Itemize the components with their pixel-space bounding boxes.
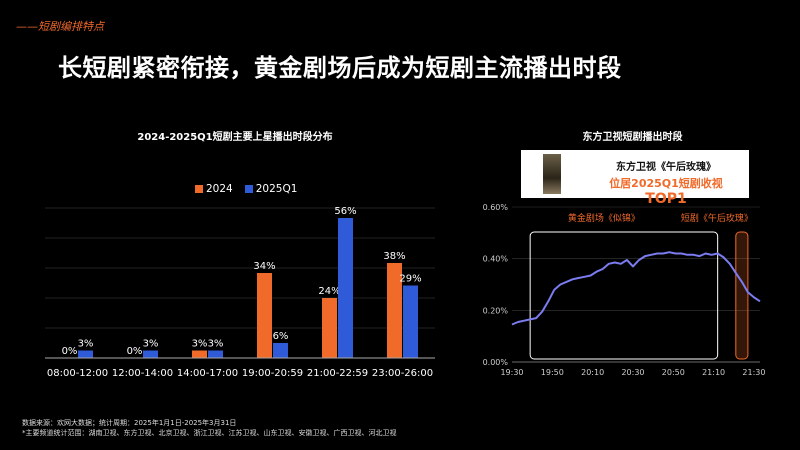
legend-item-2024: 2024	[195, 183, 233, 195]
x-tick-label: 19:50	[541, 368, 564, 377]
legend-swatch-2024	[195, 185, 203, 193]
page-title: 长短剧紧密衔接，黄金剧场后成为短剧主流播出时段	[58, 54, 622, 82]
bar-2024	[192, 350, 207, 358]
source-line-2: *主要频道统计范围：湖南卫视、东方卫视、北京卫视、浙江卫视、江苏卫视、山东卫视、…	[22, 429, 397, 437]
x-tick-label: 20:30	[621, 368, 644, 377]
bar-chart-title: 2024-2025Q1短剧主要上星播出时段分布	[137, 132, 333, 143]
banner-title: 东方卫视《午后玫瑰》	[616, 162, 716, 173]
bar-value-label: 3%	[192, 339, 208, 350]
bar-legend: 2024 2025Q1	[195, 183, 303, 195]
x-tick-label: 20:50	[662, 368, 685, 377]
line-chart-title: 东方卫视短剧播出时段	[582, 132, 683, 143]
annotation-golden-theater: 黄金剧场《似锦》	[568, 212, 640, 224]
bar-2025q1	[273, 343, 288, 358]
x-tick-label: 23:00-26:00	[372, 368, 433, 379]
bar-value-label: 29%	[399, 274, 421, 285]
x-tick-label: 14:00-17:00	[177, 368, 238, 379]
ratings-line	[511, 251, 761, 326]
bar-2024	[257, 273, 272, 358]
top1-banner: 东方卫视《午后玫瑰》 位居2025Q1短剧收视TOP1	[521, 150, 749, 207]
bar-value-label: 3%	[143, 339, 159, 350]
bar-chart: 0%3%08:00-12:000%3%12:00-14:003% 3%14:00-…	[45, 206, 435, 379]
x-tick-label: 08:00-12:00	[47, 368, 108, 379]
bar-value-label: 38%	[383, 251, 405, 262]
bar-2025q1	[208, 350, 223, 358]
x-tick-label: 12:00-14:00	[112, 368, 173, 379]
section-label: ——短剧编排特点	[16, 20, 104, 33]
y-tick-label: 0.20%	[483, 306, 509, 315]
y-tick-label: 0.00%	[483, 358, 509, 367]
drama-poster-thumbnail	[543, 154, 561, 194]
bar-value-label: 6%	[273, 331, 289, 342]
bar-value-label: 3%	[208, 339, 224, 350]
bar-value-label: 3%	[78, 339, 94, 350]
banner-subtitle-prefix: 位居2025Q1短剧收视	[609, 177, 723, 190]
legend-label-2024: 2024	[206, 183, 233, 195]
source-note: 数据来源：欢网大数据；统计周期：2025年1月1日-2025年3月31日 *主要…	[22, 418, 397, 438]
x-tick-label: 21:30	[742, 368, 765, 377]
line-chart: 0.00% 0.20% 0.40% 0.60% 19:30 19:50 20:10 20:30…	[483, 203, 766, 377]
x-tick-label: 21:10	[702, 368, 725, 377]
x-tick-label: 21:00-22:59	[307, 368, 368, 379]
bar-2024	[322, 298, 337, 358]
bar-value-label: 24%	[318, 286, 340, 297]
x-tick-label: 19:00-20:59	[242, 368, 303, 379]
annotation-short-drama: 短剧《午后玫瑰》	[681, 212, 753, 224]
bar-2025q1	[143, 350, 158, 358]
bar-value-label: 0%	[62, 346, 78, 357]
banner-subtitle: 位居2025Q1短剧收视TOP1	[591, 175, 741, 207]
y-tick-label: 0.40%	[483, 255, 509, 264]
bar-2024	[387, 263, 402, 358]
legend-swatch-2025q1	[244, 185, 253, 193]
legend-label-2025q1: 2025Q1	[255, 183, 298, 195]
x-tick-label: 20:10	[581, 368, 604, 377]
bar-value-label: 0%	[127, 346, 143, 357]
banner-top1: TOP1	[645, 191, 687, 207]
bar-2025q1	[338, 218, 353, 358]
golden-theater-box	[529, 231, 719, 360]
source-line-1: 数据来源：欢网大数据；统计周期：2025年1月1日-2025年3月31日	[22, 419, 237, 427]
legend-item-2025q1: 2025Q1	[244, 183, 298, 195]
bar-2025q1	[403, 285, 418, 358]
short-drama-highlight-box	[735, 231, 749, 360]
y-tick-label: 0.60%	[483, 203, 509, 212]
bar-value-label: 34%	[253, 261, 275, 272]
bar-2025q1	[78, 350, 93, 358]
x-tick-label: 19:30	[500, 368, 523, 377]
bar-value-label: 56%	[334, 206, 356, 217]
